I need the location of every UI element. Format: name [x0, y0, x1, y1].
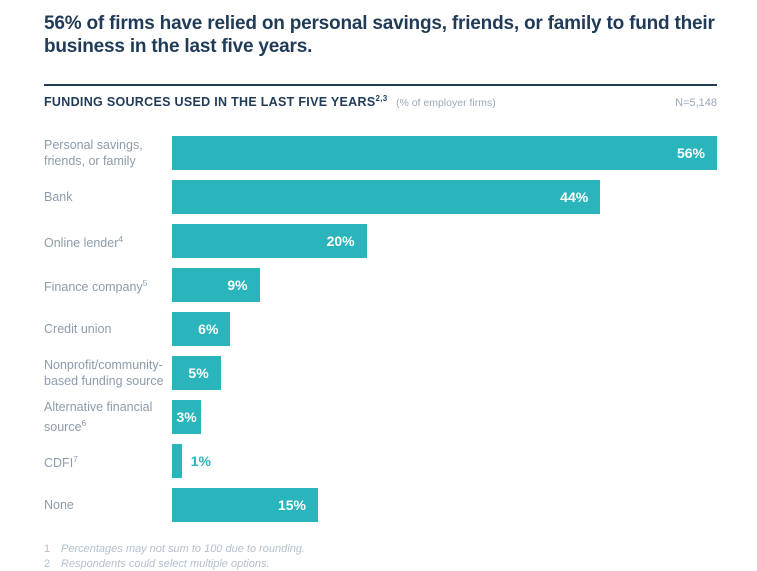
bar: 15%	[172, 488, 318, 522]
bar-track: 15%	[172, 488, 717, 522]
category-label: CDFI	[44, 456, 73, 470]
bar-row-label: Bank	[44, 189, 172, 205]
chart-header: FUNDING SOURCES USED IN THE LAST FIVE YE…	[44, 93, 717, 111]
bar-row: Bank 44%	[44, 180, 717, 214]
chart-title: FUNDING SOURCES USED IN THE LAST FIVE YE…	[44, 95, 388, 109]
footnote-number: 1	[44, 542, 61, 557]
bar-value-label: 3%	[176, 409, 196, 425]
bar-value-label: 44%	[560, 189, 600, 205]
chart-title-footnote-marker: 2,3	[375, 94, 387, 103]
bar: 9%	[172, 268, 260, 302]
bar-row-label: Alternative financial source6	[44, 399, 172, 435]
bar-row: Online lender4 20%	[44, 224, 717, 258]
footnote-number: 2	[44, 557, 61, 571]
bar: 5%	[172, 356, 221, 390]
footnote-text: Percentages may not sum to 100 due to ro…	[61, 542, 305, 557]
bar-row-label: Credit union	[44, 321, 172, 337]
page-title: 56% of firms have relied on personal sav…	[44, 12, 717, 58]
bar: 6%	[172, 312, 230, 346]
bar-track: 44%	[172, 180, 717, 214]
category-label: Alternative financial source	[44, 400, 152, 434]
footnote-text: Respondents could select multiple option…	[61, 557, 270, 571]
category-footnote-marker: 6	[82, 418, 87, 428]
bar-row-label: CDFI7	[44, 451, 172, 471]
bar: 56%	[172, 136, 717, 170]
category-label: Credit union	[44, 322, 111, 336]
category-label: Nonprofit/community-based funding source	[44, 358, 164, 388]
bar: 20%	[172, 224, 367, 258]
bar: 3%	[172, 400, 201, 434]
bar-row-label: Personal savings, friends, or family	[44, 137, 172, 169]
category-footnote-marker: 5	[143, 278, 148, 288]
footnote-item: 1 Percentages may not sum to 100 due to …	[44, 542, 717, 557]
chart-title-group: FUNDING SOURCES USED IN THE LAST FIVE YE…	[44, 93, 496, 111]
bar-row-label: Finance company5	[44, 275, 172, 295]
footnote-item: 2 Respondents could select multiple opti…	[44, 557, 717, 571]
bar-track: 3%	[172, 400, 717, 434]
bar-row: Nonprofit/community-based funding source…	[44, 356, 717, 390]
category-footnote-marker: 7	[73, 454, 78, 464]
header-divider	[44, 84, 717, 86]
bar-track: 20%	[172, 224, 717, 258]
bar-value-label: 56%	[677, 145, 717, 161]
category-label: Finance company	[44, 280, 143, 294]
bar-row-label: None	[44, 497, 172, 513]
chart-subtitle: (% of employer firms)	[396, 97, 496, 109]
bar-row: Finance company5 9%	[44, 268, 717, 302]
bar	[172, 444, 182, 478]
category-label: None	[44, 498, 74, 512]
bar-row: None 15%	[44, 488, 717, 522]
bar-track: 5%	[172, 356, 717, 390]
bar-value-label: 15%	[278, 497, 318, 513]
bar-value-label: 9%	[227, 277, 259, 293]
bar-row: Credit union 6%	[44, 312, 717, 346]
category-label: Bank	[44, 190, 73, 204]
category-label: Personal savings, friends, or family	[44, 138, 143, 168]
category-label: Online lender	[44, 236, 118, 250]
bar-value-label: 5%	[188, 365, 220, 381]
bar-track: 6%	[172, 312, 717, 346]
bar-row-label: Online lender4	[44, 231, 172, 251]
category-footnote-marker: 4	[118, 234, 123, 244]
chart-title-text: FUNDING SOURCES USED IN THE LAST FIVE YE…	[44, 95, 375, 109]
bar: 44%	[172, 180, 600, 214]
bar-row: Personal savings, friends, or family 56%	[44, 136, 717, 170]
bar-value-label-outside: 1%	[191, 453, 211, 469]
bar-value-label: 20%	[327, 233, 367, 249]
bar-track: 9%	[172, 268, 717, 302]
bar-track: 56%	[172, 136, 717, 170]
bar-value-label: 6%	[198, 321, 230, 337]
bar-row-label: Nonprofit/community-based funding source	[44, 357, 172, 389]
sample-size: N=5,148	[675, 97, 717, 109]
bar-row: Alternative financial source6 3%	[44, 400, 717, 434]
bar-chart: Personal savings, friends, or family 56%…	[44, 136, 717, 522]
bar-row: CDFI7 1%	[44, 444, 717, 478]
bar-track: 1%	[172, 444, 717, 478]
